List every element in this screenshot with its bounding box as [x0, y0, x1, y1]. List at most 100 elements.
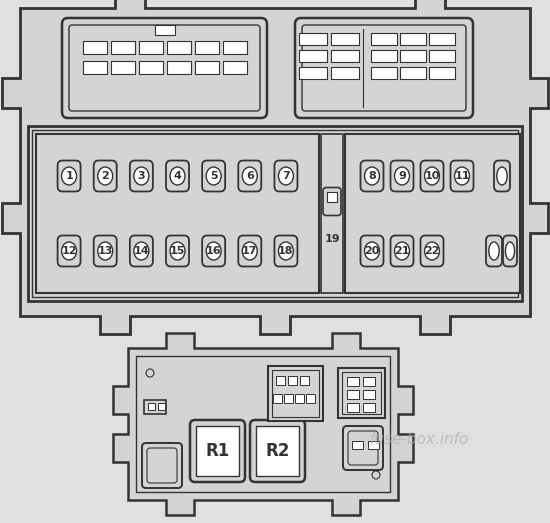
FancyBboxPatch shape — [250, 420, 305, 482]
Bar — [268, 366, 323, 421]
Text: 18: 18 — [278, 246, 294, 256]
Ellipse shape — [98, 242, 113, 260]
Bar — [111, 61, 135, 74]
Bar — [158, 403, 165, 410]
Bar — [400, 67, 426, 79]
Text: R1: R1 — [205, 442, 230, 460]
Text: 21: 21 — [394, 246, 410, 256]
FancyBboxPatch shape — [130, 161, 153, 191]
Bar — [295, 394, 304, 403]
Text: 10: 10 — [424, 171, 439, 181]
FancyBboxPatch shape — [58, 161, 80, 191]
Text: 8: 8 — [368, 171, 376, 181]
FancyBboxPatch shape — [503, 235, 517, 267]
Bar — [223, 41, 246, 54]
Ellipse shape — [170, 242, 185, 260]
Ellipse shape — [505, 242, 515, 260]
Bar — [32, 130, 518, 297]
Ellipse shape — [425, 167, 439, 185]
FancyBboxPatch shape — [94, 235, 117, 267]
Text: 22: 22 — [424, 246, 440, 256]
Text: 5: 5 — [210, 171, 217, 181]
Bar — [363, 403, 375, 412]
Text: 14: 14 — [134, 246, 149, 256]
Bar — [28, 126, 522, 301]
Bar — [363, 377, 375, 386]
Ellipse shape — [365, 167, 380, 185]
Ellipse shape — [134, 167, 149, 185]
Bar — [288, 376, 297, 385]
Bar — [321, 134, 343, 293]
Ellipse shape — [278, 242, 293, 260]
FancyBboxPatch shape — [360, 161, 383, 191]
FancyBboxPatch shape — [166, 235, 189, 267]
Bar — [299, 33, 327, 45]
Bar — [139, 61, 162, 74]
Bar — [331, 50, 359, 62]
FancyBboxPatch shape — [323, 188, 341, 215]
Text: 4: 4 — [174, 171, 182, 181]
Bar — [331, 33, 359, 45]
Circle shape — [146, 369, 154, 377]
Bar — [195, 41, 218, 54]
Bar — [400, 33, 426, 45]
Bar — [136, 356, 390, 492]
Bar — [428, 67, 455, 79]
Ellipse shape — [454, 167, 470, 185]
FancyBboxPatch shape — [202, 235, 225, 267]
Bar — [347, 390, 359, 399]
Text: 6: 6 — [246, 171, 254, 181]
Text: 12: 12 — [61, 246, 77, 256]
Bar — [82, 61, 107, 74]
Text: 15: 15 — [170, 246, 185, 256]
Bar — [82, 41, 107, 54]
Ellipse shape — [243, 167, 257, 185]
Text: R2: R2 — [265, 442, 290, 460]
Bar — [371, 33, 397, 45]
Bar — [148, 403, 155, 410]
FancyBboxPatch shape — [494, 161, 510, 191]
FancyBboxPatch shape — [421, 161, 443, 191]
FancyBboxPatch shape — [421, 235, 443, 267]
Text: 16: 16 — [206, 246, 222, 256]
Bar — [36, 134, 319, 293]
Bar — [371, 67, 397, 79]
Bar — [352, 441, 363, 449]
FancyBboxPatch shape — [274, 235, 298, 267]
FancyBboxPatch shape — [142, 443, 182, 488]
Bar — [223, 61, 246, 74]
Ellipse shape — [170, 167, 185, 185]
Bar — [299, 67, 327, 79]
Bar — [256, 426, 299, 476]
Text: 19: 19 — [324, 234, 340, 244]
FancyBboxPatch shape — [486, 235, 502, 267]
Text: 2: 2 — [101, 171, 109, 181]
FancyBboxPatch shape — [348, 431, 378, 465]
FancyBboxPatch shape — [238, 161, 261, 191]
Text: fuse-box.info: fuse-box.info — [370, 433, 470, 448]
Circle shape — [372, 471, 380, 479]
Bar — [299, 50, 327, 62]
Bar — [347, 403, 359, 412]
Bar — [196, 426, 239, 476]
Bar — [400, 50, 426, 62]
Bar — [300, 376, 309, 385]
Ellipse shape — [98, 167, 113, 185]
FancyBboxPatch shape — [202, 161, 225, 191]
Polygon shape — [113, 333, 413, 515]
Bar — [155, 25, 174, 35]
FancyBboxPatch shape — [295, 18, 473, 118]
FancyBboxPatch shape — [274, 161, 298, 191]
Bar — [371, 50, 397, 62]
FancyBboxPatch shape — [147, 448, 177, 483]
Bar — [331, 67, 359, 79]
Bar — [327, 191, 337, 201]
Bar — [139, 41, 162, 54]
Bar — [347, 377, 359, 386]
Ellipse shape — [62, 167, 76, 185]
Ellipse shape — [394, 167, 409, 185]
Bar — [167, 61, 190, 74]
Ellipse shape — [278, 167, 293, 185]
FancyBboxPatch shape — [190, 420, 245, 482]
Ellipse shape — [206, 242, 221, 260]
